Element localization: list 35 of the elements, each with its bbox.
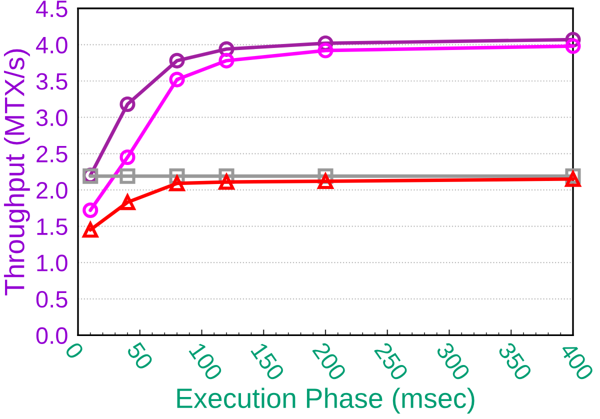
point: [318, 42, 334, 58]
y-tick-label: 2.0: [36, 182, 68, 199]
point: [82, 202, 98, 218]
x-tick-label: 250: [374, 341, 409, 382]
point: [565, 38, 581, 54]
y-tick-label: 4.5: [36, 0, 68, 18]
point: [218, 174, 234, 190]
point: [318, 173, 334, 190]
y-axis-title: Throughput (MTX/s): [4, 49, 30, 296]
y-tick-label: 0.5: [36, 290, 68, 308]
y-tick-label: 3.5: [36, 73, 68, 90]
point: [169, 72, 185, 88]
y-tick-label: 2.5: [36, 146, 68, 162]
y-tick-label: 1.5: [37, 218, 68, 236]
x-tick-label: 350: [497, 341, 533, 382]
point: [120, 96, 136, 112]
point: [82, 222, 98, 238]
y-tick-label: 4.0: [36, 36, 68, 54]
point: [120, 168, 136, 184]
y-tick-label: 3.0: [36, 109, 68, 126]
x-tick-label: 200: [312, 341, 348, 382]
x-tick-label: 150: [250, 342, 286, 382]
x-axis-title: Execution Phase (msec): [177, 388, 474, 414]
point: [218, 52, 234, 68]
point: [120, 194, 136, 210]
x-tick-label: 400: [559, 340, 595, 382]
x-tick-label: 100: [188, 342, 224, 382]
y-tick-label: 1.0: [37, 254, 68, 272]
x-tick-label: 300: [436, 341, 471, 382]
y-tick-label: 0.0: [36, 327, 68, 344]
point: [120, 149, 136, 166]
point: [169, 176, 185, 192]
x-tick-label: 50: [126, 341, 154, 371]
point: [169, 52, 185, 68]
point: [565, 171, 581, 187]
